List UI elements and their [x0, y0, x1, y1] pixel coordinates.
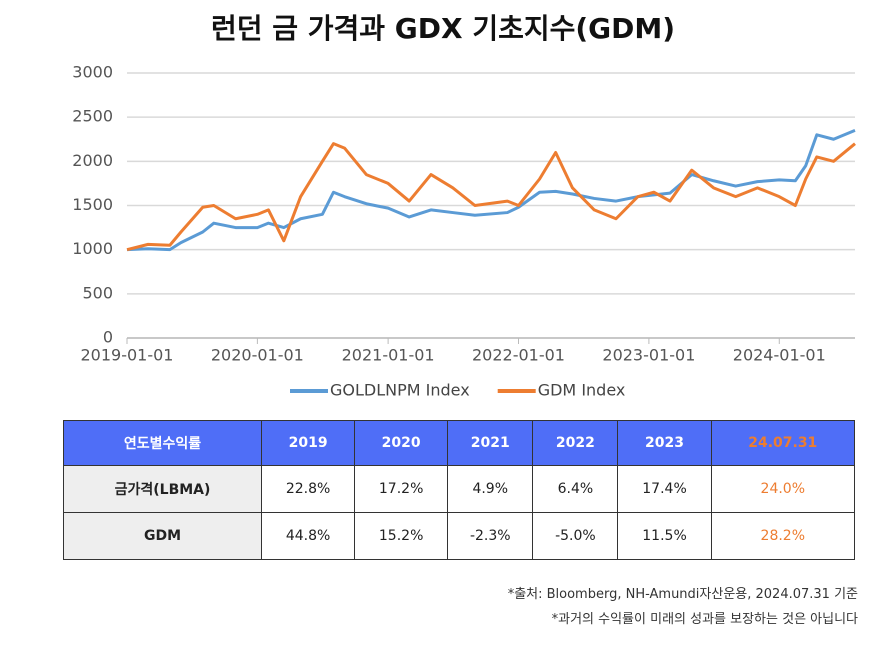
table-cell: 17.2% [354, 465, 449, 513]
y-tick-label: 1500 [72, 195, 113, 214]
data-line [126, 129, 856, 252]
table-cell: 17.4% [617, 465, 712, 513]
table-cell: 24.0% [710, 465, 856, 513]
y-tick-label: 2000 [72, 151, 113, 170]
note: *과거의 수익률이 미래의 성과를 보장하는 것은 아닙니다 [551, 612, 858, 627]
y-tick-label: 0 [103, 328, 113, 347]
table-cell: 44.8% [261, 512, 356, 560]
y-tick-label: 3000 [72, 63, 113, 82]
table-cell: GDM [62, 512, 263, 560]
table-cell: 6.4% [532, 465, 619, 513]
table-cell: -2.3% [447, 512, 534, 560]
table-row: GDM 44.8% 15.2% -2.3% -5.0% 11.5% 28.2% [62, 512, 856, 560]
x-tick-label: 2021-01-01 [342, 346, 435, 365]
x-tick-label: 2020-01-01 [211, 346, 304, 365]
header-cell: 24.07.31 [710, 420, 856, 466]
header-row: 연도별수익률 2019 2020 2021 2022 2023 24.07.31 [62, 420, 856, 466]
x-tick-label: 2019-01-01 [81, 346, 174, 365]
table-cell: 4.9% [447, 465, 534, 513]
data-line [126, 142, 856, 252]
header-cell: 2019 [261, 420, 356, 466]
legend-label: GOLDLNPM Index [330, 381, 470, 400]
header-cell: 연도별수익률 [62, 420, 263, 466]
chart: 런던 금 가격과 GDX 기초지수(GDM) 0 500 1000 1500 2000 2… [72, 12, 856, 400]
header-cell: 2022 [532, 420, 619, 466]
y-tick-label: 2500 [72, 107, 113, 126]
returns-table: 연도별수익률 2019 2020 2021 2022 2023 24.07.31 금가격(LB… [62, 420, 856, 560]
x-tick-label: 2023-01-01 [602, 346, 695, 365]
chart-title: 런던 금 가격과 GDX 기초지수(GDM) [211, 12, 675, 45]
table-cell: 11.5% [617, 512, 712, 560]
legend-label: GDM Index [538, 381, 626, 400]
table-cell: 15.2% [354, 512, 449, 560]
y-tick-label: 1000 [72, 239, 113, 258]
header-cell: 2023 [617, 420, 712, 466]
note: *출처: Bloomberg, NH-Amundi자산운용, 2024.07.3… [507, 587, 858, 602]
y-tick-label: 500 [82, 283, 113, 302]
x-tick-label: 2024-01-01 [733, 346, 826, 365]
table-row: 금가격(LBMA) 22.8% 17.2% 4.9% 6.4% 17.4% 24.0% [62, 465, 856, 513]
table-cell: 금가격(LBMA) [62, 465, 263, 513]
table-cell: -5.0% [532, 512, 619, 560]
table-cell: 28.2% [710, 512, 856, 560]
table-cell: 22.8% [261, 465, 356, 513]
header-cell: 2021 [447, 420, 534, 466]
x-tick-label: 2022-01-01 [472, 346, 565, 365]
header-cell: 2020 [354, 420, 449, 466]
